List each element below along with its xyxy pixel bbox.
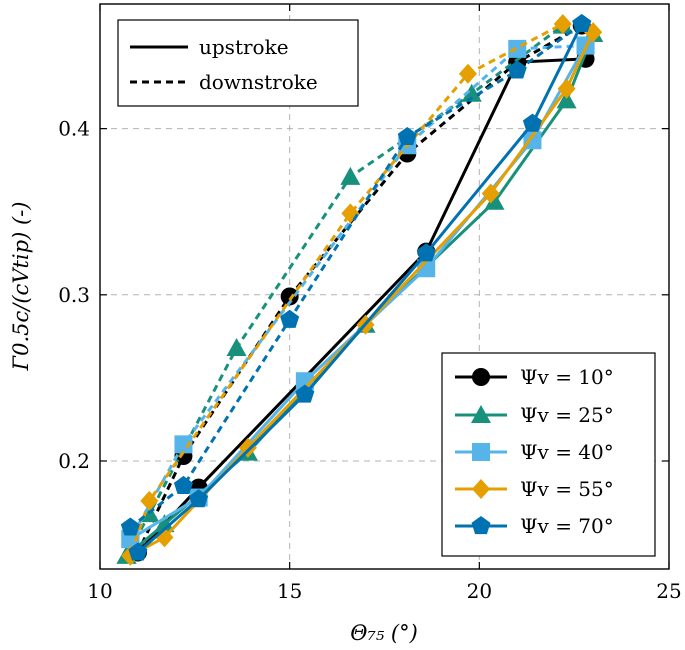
data-point-marker [507, 60, 527, 79]
style-legend-box [117, 19, 359, 107]
data-point-marker [484, 191, 505, 210]
y-tick-label: 0.4 [58, 117, 90, 141]
series-layer [116, 13, 604, 566]
series-legend-samples [455, 368, 507, 535]
legend-marker-sample [472, 368, 490, 386]
data-point-marker [397, 126, 417, 146]
data-point-marker [553, 13, 572, 34]
ticks: 10 15 20 25 0.2 0.3 0.4 [58, 4, 682, 603]
data-point-marker [280, 287, 299, 306]
x-tick-label: 15 [277, 579, 302, 603]
data-point-marker [295, 372, 314, 391]
x-axis-title: Θ₇₅ (°) [350, 621, 418, 645]
series-downstroke-line [129, 22, 583, 529]
data-point-marker [522, 113, 542, 132]
data-point-marker [481, 183, 500, 204]
y-tick-label: 0.2 [58, 449, 90, 473]
legend-marker-sample [472, 443, 490, 461]
legend-marker-sample [472, 479, 490, 499]
series-4 [120, 13, 592, 561]
data-point-marker [461, 83, 482, 102]
series-legend-label: Ψv = 25° [520, 403, 614, 427]
data-point-marker [340, 166, 361, 185]
series-legend-label: Ψv = 55° [520, 477, 614, 501]
data-point-marker [174, 435, 193, 454]
data-point-marker [572, 13, 592, 33]
data-point-marker [238, 437, 257, 458]
data-point-marker [128, 542, 148, 561]
data-point-marker [226, 337, 247, 356]
data-point-marker [120, 517, 140, 536]
data-point-marker [557, 78, 576, 99]
x-tick-label: 20 [467, 579, 492, 603]
data-point-marker [189, 489, 209, 508]
data-point-marker [508, 39, 527, 58]
data-point-marker [173, 475, 193, 495]
data-point-marker [140, 490, 159, 511]
series-legend-label: Ψv = 10° [520, 365, 614, 389]
style-legend-upstroke-label: upstroke [199, 35, 289, 59]
series-upstroke-line [136, 23, 584, 554]
x-tick-label: 25 [656, 579, 681, 603]
series-legend-label: Ψv = 70° [520, 514, 614, 538]
data-point-marker [458, 63, 477, 84]
plot-frame [99, 3, 670, 570]
legend-marker-sample [471, 516, 491, 535]
series-downstroke-line [136, 24, 583, 554]
data-point-marker [556, 90, 577, 109]
legend-marker-sample [471, 405, 491, 423]
series-legend-label: Ψv = 40° [520, 440, 614, 464]
data-point-marker [523, 131, 542, 150]
data-point-marker [416, 243, 436, 262]
data-point-marker [154, 514, 175, 533]
series-legend: Ψv = 10° Ψv = 25° Ψv = 40° Ψv = 55° Ψv =… [441, 352, 656, 557]
y-axis-title: Γ0.5c/(cVtip) (-) [9, 202, 33, 372]
data-point-marker [280, 309, 300, 328]
x-tick-label: 10 [87, 579, 112, 603]
data-point-marker [295, 384, 315, 403]
style-legend: upstroke downstroke [117, 19, 359, 107]
y-tick-label: 0.3 [58, 283, 90, 307]
style-legend-downstroke-label: downstroke [199, 70, 318, 94]
